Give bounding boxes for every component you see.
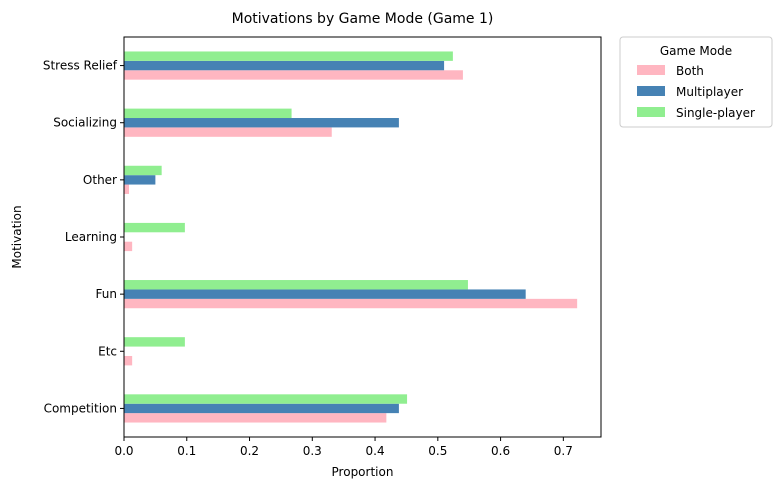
x-tick-label: 0.5 — [428, 444, 447, 458]
x-tick-label: 0.2 — [240, 444, 259, 458]
bar-both-competition — [124, 413, 387, 423]
legend-swatch-both — [637, 65, 665, 75]
y-tick-label: Socializing — [53, 116, 117, 130]
legend-title: Game Mode — [660, 44, 732, 58]
legend-swatch-multiplayer — [637, 86, 665, 96]
legend-swatch-single-player — [637, 107, 665, 117]
bar-single-player-socializing — [124, 108, 292, 119]
x-tick-label: 0.7 — [554, 444, 573, 458]
bar-both-learning — [124, 241, 133, 252]
bar-multiplayer-fun — [124, 289, 526, 299]
bar-both-etc — [124, 355, 133, 366]
y-tick-label: Competition — [44, 401, 117, 415]
chart-title: Motivations by Game Mode (Game 1) — [232, 11, 494, 27]
legend-frame — [619, 36, 773, 128]
bar-both-fun — [124, 298, 578, 309]
x-tick-label: 0.3 — [303, 444, 322, 458]
plot-frame — [123, 36, 602, 438]
x-axis-label: Proportion — [332, 465, 394, 479]
x-tick-label: 0.6 — [491, 444, 510, 458]
bar-single-player-learning — [124, 222, 185, 233]
bar-single-player-fun — [124, 280, 468, 290]
y-tick-label: Fun — [96, 287, 117, 301]
bar-multiplayer-stress-relief — [124, 60, 445, 71]
legend-label-single-player: Single-player — [676, 106, 755, 120]
bar-multiplayer-socializing — [124, 118, 399, 128]
legend-label-both: Both — [676, 64, 704, 78]
x-tick-label: 0.4 — [366, 444, 385, 458]
bar-single-player-stress-relief — [124, 51, 453, 61]
x-tick-label: 0.1 — [177, 444, 196, 458]
bar-single-player-competition — [124, 394, 408, 404]
y-tick-label: Other — [83, 173, 117, 187]
plot-area — [124, 51, 578, 423]
x-tick-label: 0.0 — [114, 444, 133, 458]
bar-single-player-etc — [124, 337, 185, 347]
legend-label-multiplayer: Multiplayer — [676, 85, 743, 99]
y-tick-label: Learning — [65, 230, 117, 244]
y-tick-label: Etc — [98, 344, 117, 358]
bar-multiplayer-competition — [124, 403, 399, 414]
bar-both-other — [124, 184, 130, 194]
bar-both-stress-relief — [124, 70, 463, 80]
bar-single-player-other — [124, 165, 162, 176]
legend: Game Mode Both Multiplayer Single-player — [619, 36, 773, 128]
y-tick-label: Stress Relief — [43, 59, 118, 73]
y-axis-label: Motivation — [10, 205, 24, 268]
bar-both-socializing — [124, 127, 332, 137]
bar-multiplayer-other — [124, 175, 156, 185]
